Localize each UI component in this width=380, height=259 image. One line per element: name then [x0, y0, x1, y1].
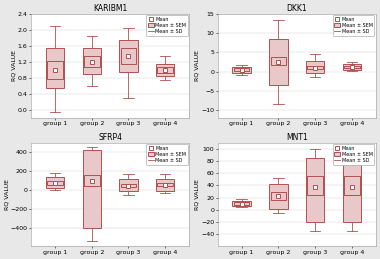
Bar [119, 40, 138, 72]
Title: MNT1: MNT1 [286, 133, 308, 142]
Y-axis label: RQ VALUE: RQ VALUE [195, 179, 200, 210]
Y-axis label: RQ VALUE: RQ VALUE [195, 50, 200, 81]
Bar [82, 150, 101, 227]
Bar [46, 177, 64, 188]
Legend: Mean, Mean ± SEM, Mean ± SD: Mean, Mean ± SEM, Mean ± SD [332, 144, 374, 164]
Bar [46, 48, 64, 88]
Bar [233, 67, 251, 73]
Bar [121, 48, 136, 64]
Bar [234, 68, 249, 71]
Bar [269, 184, 288, 208]
Bar [344, 66, 360, 68]
Title: DKK1: DKK1 [287, 4, 307, 13]
Bar [343, 158, 361, 222]
Bar [307, 176, 323, 195]
Bar [47, 61, 63, 78]
Bar [157, 67, 173, 73]
Legend: Mean, Mean ± SEM, Mean ± SD: Mean, Mean ± SEM, Mean ± SD [146, 144, 188, 164]
Title: SFRP4: SFRP4 [98, 133, 122, 142]
Bar [156, 179, 174, 191]
Bar [306, 158, 325, 222]
Legend: Mean, Mean ± SEM, Mean ± SD: Mean, Mean ± SEM, Mean ± SD [146, 15, 188, 36]
Bar [84, 175, 100, 186]
Bar [82, 48, 101, 74]
Bar [343, 64, 361, 70]
Y-axis label: RQ VALUE: RQ VALUE [4, 179, 9, 210]
Bar [271, 191, 286, 200]
Bar [269, 39, 288, 85]
Bar [234, 203, 249, 205]
Legend: Mean, Mean ± SEM, Mean ± SD: Mean, Mean ± SEM, Mean ± SD [332, 15, 374, 36]
Bar [157, 183, 173, 186]
Title: KARIBM1: KARIBM1 [93, 4, 127, 13]
Bar [233, 201, 251, 206]
Bar [271, 57, 286, 65]
Bar [84, 56, 100, 67]
Bar [156, 64, 174, 76]
Bar [119, 179, 138, 191]
Y-axis label: RQ VALUE: RQ VALUE [11, 50, 16, 81]
Bar [306, 61, 325, 73]
Bar [344, 176, 360, 195]
Bar [121, 184, 136, 187]
Bar [307, 66, 323, 69]
Bar [47, 181, 63, 185]
